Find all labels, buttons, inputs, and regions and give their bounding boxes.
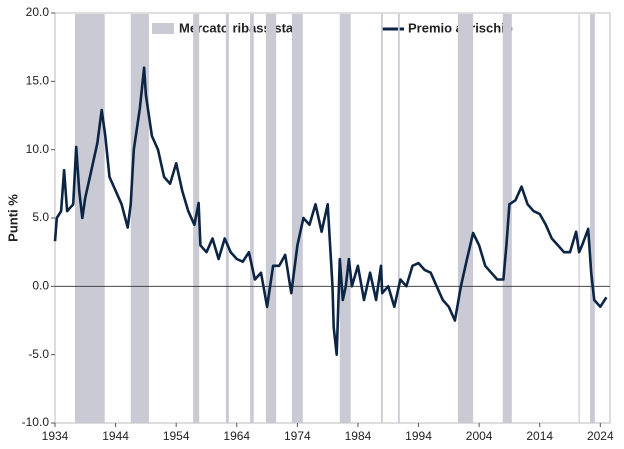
bear-market-band: [250, 14, 254, 423]
bear-market-band: [225, 14, 229, 423]
x-tick-label: 1964: [223, 429, 250, 443]
x-tick-label: 1954: [163, 429, 190, 443]
bear-market-band: [74, 14, 105, 423]
x-tick-label: 1934: [42, 429, 69, 443]
y-tick-label: 10.0: [26, 142, 50, 156]
bear-market-band: [339, 14, 351, 423]
y-tick-label: 20.0: [26, 5, 50, 19]
legend-label: Mercato ribassista: [179, 20, 294, 35]
bear-market-band: [291, 14, 303, 423]
legend-swatch: [152, 23, 174, 34]
y-tick-label: -5.0: [28, 347, 49, 361]
bear-market-band: [380, 14, 383, 423]
bear-market-band: [578, 14, 580, 423]
bear-market-band: [265, 14, 277, 423]
x-tick-label: 2004: [466, 429, 493, 443]
y-axis-title: Punti %: [5, 194, 20, 242]
y-tick-label: 5.0: [32, 210, 49, 224]
x-tick-label: 1984: [345, 429, 372, 443]
y-tick-label: 0.0: [32, 279, 49, 293]
x-tick-label: 2014: [526, 429, 553, 443]
bear-market-band: [590, 14, 595, 423]
bear-market-band: [397, 14, 400, 423]
y-tick-label: 15.0: [26, 74, 50, 88]
x-tick-label: 1944: [102, 429, 129, 443]
x-tick-label: 2024: [587, 429, 614, 443]
x-tick-label: 1994: [405, 429, 432, 443]
y-tick-label: -10.0: [22, 415, 50, 429]
bear-market-band: [457, 14, 474, 423]
x-tick-label: 1974: [284, 429, 311, 443]
bear-market-band: [130, 14, 149, 423]
series-line: [53, 66, 608, 356]
